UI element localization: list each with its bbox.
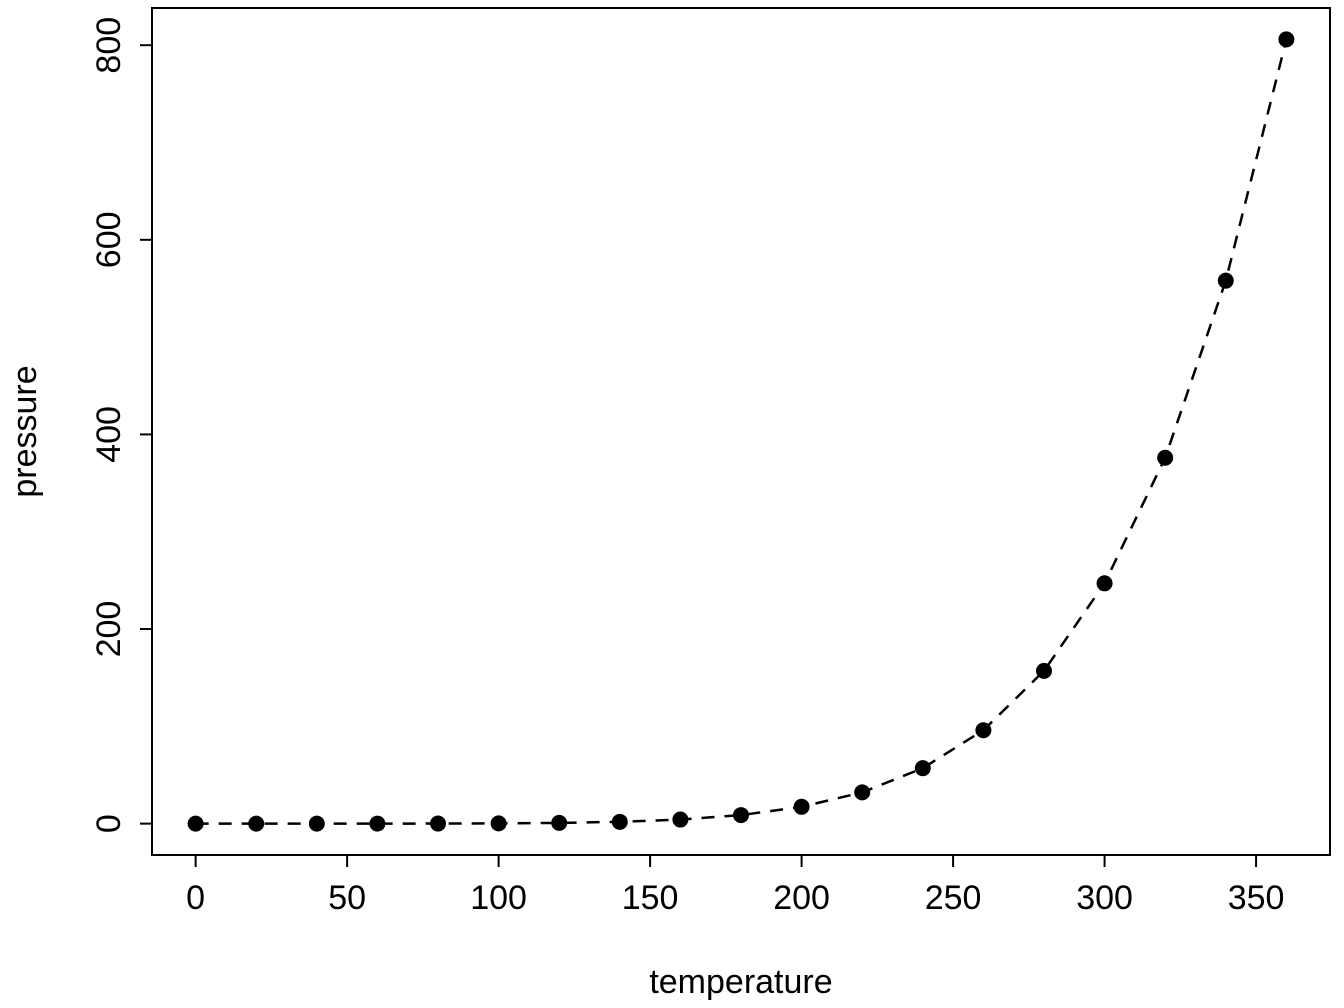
data-point [551, 814, 568, 831]
data-point [854, 784, 871, 801]
data-point [248, 815, 265, 832]
x-tick-label: 200 [773, 879, 830, 917]
data-point [611, 813, 628, 830]
data-point [308, 815, 325, 832]
x-tick-label: 150 [622, 879, 679, 917]
y-tick-label: 800 [90, 17, 128, 74]
x-tick-label: 0 [186, 879, 205, 917]
y-tick-label: 200 [90, 601, 128, 658]
data-point [1217, 272, 1234, 289]
data-point [1035, 662, 1052, 679]
data-point [1278, 31, 1295, 48]
y-tick-label: 0 [90, 814, 128, 833]
data-point [672, 811, 689, 828]
data-point [369, 815, 386, 832]
data-point [793, 798, 810, 815]
x-tick-label: 50 [328, 879, 366, 917]
x-tick-label: 300 [1076, 879, 1133, 917]
data-point [1096, 575, 1113, 592]
data-point [914, 760, 931, 777]
data-point [975, 722, 992, 739]
data-point [733, 807, 749, 824]
y-tick-label: 400 [90, 406, 128, 463]
x-tick-label: 100 [470, 879, 527, 917]
x-axis-title: temperature [649, 963, 832, 1001]
plot-border [151, 7, 1331, 856]
x-tick-label: 350 [1228, 879, 1285, 917]
y-axis-title: pressure [6, 365, 44, 497]
y-tick-label: 600 [90, 211, 128, 268]
data-point [1157, 449, 1174, 466]
data-series-line [195, 39, 1288, 825]
x-tick-label: 250 [925, 879, 982, 917]
data-point [187, 815, 204, 832]
data-point [430, 815, 447, 832]
data-point [490, 815, 507, 832]
